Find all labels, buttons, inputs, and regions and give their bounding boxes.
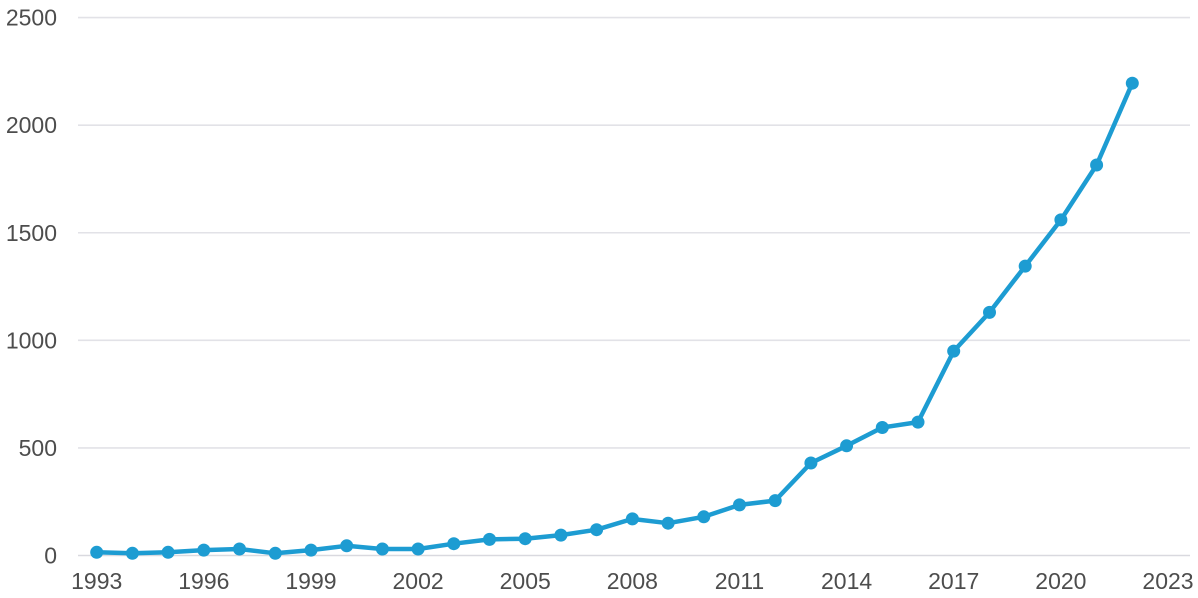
x-axis-tick-label: 2020 (1035, 568, 1086, 594)
y-axis-tick-label: 2500 (6, 5, 57, 31)
data-point (518, 532, 532, 546)
data-point (983, 305, 996, 319)
data-point (625, 512, 639, 526)
data-point (768, 494, 782, 508)
data-point (661, 516, 675, 530)
x-axis-tick-label: 1996 (178, 568, 229, 594)
data-point (375, 542, 389, 556)
data-point (125, 546, 139, 560)
data-point (90, 545, 104, 559)
data-point (411, 542, 425, 556)
data-point (233, 542, 246, 556)
x-axis-tick-label: 1993 (71, 568, 122, 594)
y-axis-tick-label: 1000 (6, 327, 57, 353)
data-point (733, 498, 746, 512)
data-point (554, 528, 568, 542)
data-point (1054, 213, 1068, 227)
y-axis-tick-label: 0 (44, 543, 57, 569)
x-axis-tick-label: 2023 (1142, 568, 1193, 594)
x-axis-tick-label: 2005 (500, 568, 551, 594)
data-point (340, 539, 354, 553)
data-point (804, 456, 818, 470)
data-point (875, 421, 889, 434)
y-axis-tick-label: 500 (19, 435, 57, 461)
data-point (1125, 76, 1139, 90)
x-axis-tick-label: 1999 (285, 568, 336, 594)
data-point (840, 439, 854, 453)
y-axis-tick-label: 1500 (6, 220, 57, 246)
data-point (1018, 259, 1032, 273)
x-axis-tick-label: 2002 (393, 568, 444, 594)
data-point (447, 537, 461, 551)
data-point (697, 510, 711, 524)
y-axis-tick-label: 2000 (6, 112, 57, 138)
x-axis-tick-label: 2011 (715, 568, 764, 594)
x-axis-tick-label: 2014 (821, 568, 872, 594)
data-point (304, 543, 318, 557)
data-point (1090, 158, 1104, 172)
data-point (161, 545, 175, 559)
x-axis-tick-label: 2008 (607, 568, 658, 594)
trend-line (94, 80, 1135, 556)
data-point (268, 546, 282, 560)
data-point (590, 523, 604, 537)
data-point (911, 415, 925, 429)
data-point (197, 543, 211, 557)
data-point (483, 532, 496, 546)
x-axis-tick-label: 2017 (928, 568, 979, 594)
data-point (947, 344, 961, 358)
